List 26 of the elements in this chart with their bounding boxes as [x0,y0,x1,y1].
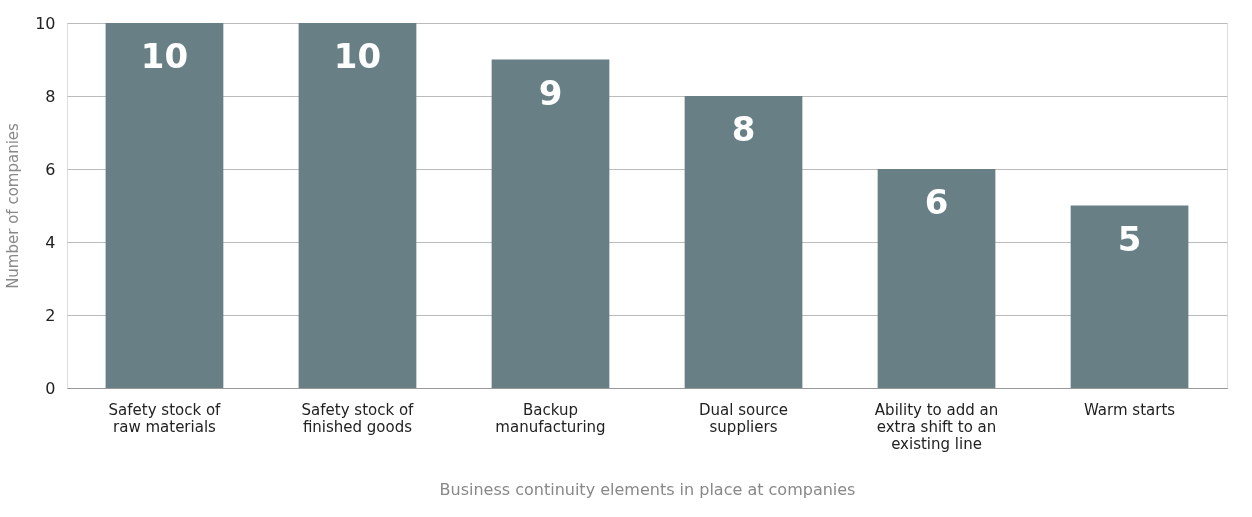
y-tick-label: 10 [35,13,56,33]
x-axis-title: Business continuity elements in place at companies [439,479,856,499]
bar [684,96,803,388]
bar [877,169,996,388]
data-label: 5 [1117,218,1142,259]
x-tick-label: Safety stock of raw materials [108,400,222,436]
x-tick-label: Backup manufacturing [495,400,606,436]
y-tick-label: 6 [45,159,56,179]
x-tick-label: Dual source suppliers [699,400,789,436]
bar [491,59,610,388]
data-label: 10 [140,36,189,76]
x-tick-label: Warm starts [1083,400,1176,419]
bar [105,23,224,388]
data-label: 10 [333,36,382,76]
y-tick-label: 4 [45,232,56,252]
data-label: 6 [924,182,949,222]
y-tick-label: 2 [45,305,56,325]
y-tick-label: 8 [45,86,56,106]
x-tick-label: Ability to add an extra shift to an existing line [874,400,999,453]
data-label: 8 [731,109,756,149]
data-label: 9 [538,72,563,113]
y-axis-title: Number of companies [4,122,23,289]
y-tick-label: 0 [45,378,56,398]
x-tick-label: Safety stock of finished goods [301,400,415,436]
bar [1070,205,1189,388]
bar [298,23,417,388]
